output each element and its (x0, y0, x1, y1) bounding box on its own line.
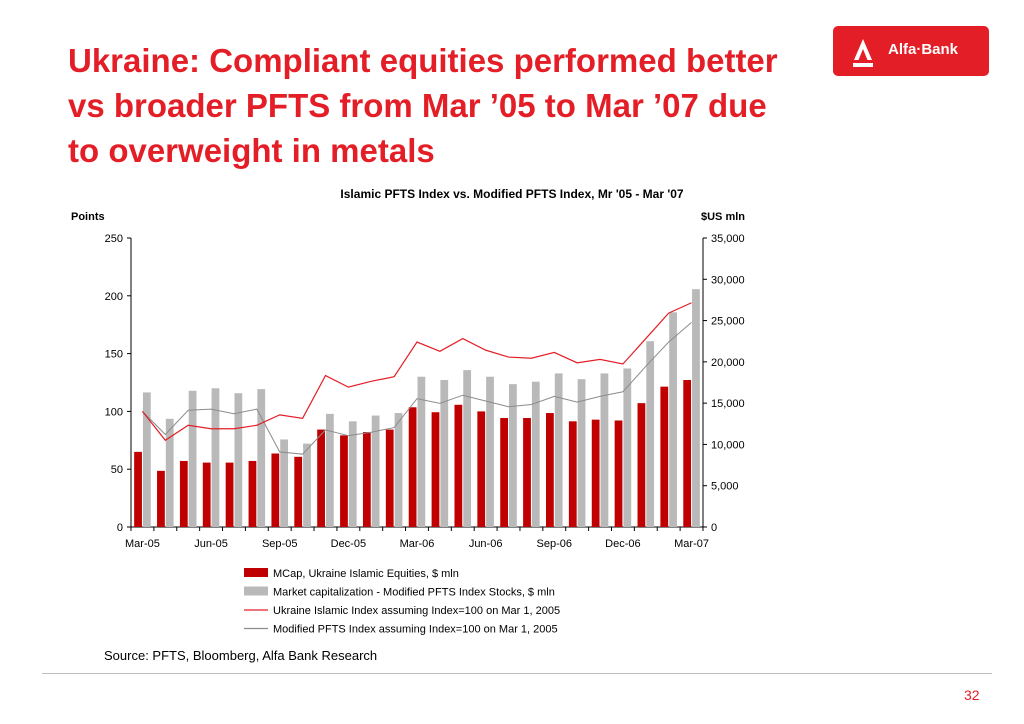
bar-mcap-modified-pfts (417, 376, 426, 527)
y-tick-label: 200 (105, 291, 123, 303)
y-tick-label: 150 (105, 349, 123, 361)
y2-axis-label: $US mln (701, 211, 745, 223)
bar-mcap-modified-pfts (577, 379, 586, 527)
x-tick-label: Dec-05 (331, 538, 366, 550)
bar-mcap-modified-pfts (669, 312, 677, 527)
bar-mcap-islamic (614, 420, 623, 527)
bar-mcap-islamic (271, 453, 280, 527)
x-tick-label: Sep-05 (262, 538, 297, 550)
legend-label: MCap, Ukraine Islamic Equities, $ mln (273, 568, 459, 580)
bars (134, 289, 700, 527)
bar-mcap-islamic (568, 421, 577, 527)
bar-mcap-islamic (317, 429, 325, 527)
alfa-bank-logo: Alfa·Bank (833, 26, 989, 76)
legend-swatch (244, 586, 268, 596)
x-tick-label: Mar-07 (674, 538, 709, 550)
bar-mcap-modified-pfts (623, 368, 632, 527)
alfa-a-icon (853, 39, 873, 67)
bar-mcap-islamic (500, 418, 509, 527)
bar-mcap-modified-pfts (509, 384, 517, 527)
slide-title: Ukraine: Compliant equities performed be… (68, 42, 778, 169)
x-tick-label: Jun-06 (469, 538, 503, 550)
bar-mcap-islamic (431, 412, 440, 527)
axes (127, 237, 707, 531)
y2-tick-label: 10,000 (711, 439, 745, 451)
y-tick-label: 0 (117, 522, 123, 534)
y2-tick-label: 5,000 (711, 481, 739, 493)
bar-mcap-modified-pfts (257, 389, 266, 527)
bar-mcap-islamic (202, 462, 211, 527)
bar-mcap-modified-pfts (348, 421, 357, 527)
x-tick-label: Mar-06 (400, 538, 435, 550)
y2-tick-label: 25,000 (711, 316, 745, 328)
x-tick-label: Dec-06 (605, 538, 640, 550)
x-tick-label: Mar-05 (125, 538, 160, 550)
bar-mcap-islamic (408, 407, 417, 527)
bar-mcap-modified-pfts (165, 418, 174, 527)
y-axis-label: Points (71, 211, 105, 223)
bar-mcap-islamic (523, 418, 531, 527)
legend-label: Modified PFTS Index assuming Index=100 o… (273, 624, 558, 636)
bar-mcap-modified-pfts (646, 341, 655, 527)
bar-mcap-modified-pfts (531, 381, 540, 527)
x-tick-label: Jun-05 (194, 538, 228, 550)
bar-mcap-islamic (340, 435, 348, 527)
bar-mcap-modified-pfts (394, 413, 403, 527)
chart-title: Islamic PFTS Index vs. Modified PFTS Ind… (340, 187, 684, 201)
bar-mcap-islamic (591, 419, 600, 527)
bar-mcap-islamic (157, 470, 165, 527)
legend-label: Market capitalization - Modified PFTS In… (273, 587, 555, 599)
bar-mcap-islamic (637, 403, 646, 527)
bar-mcap-modified-pfts (554, 373, 563, 527)
bar-mcap-islamic (385, 429, 394, 527)
bar-mcap-islamic (225, 462, 234, 527)
source-note: Source: PFTS, Bloomberg, Alfa Bank Resea… (104, 648, 378, 663)
bar-mcap-islamic (454, 404, 463, 527)
bar-mcap-modified-pfts (234, 393, 243, 527)
axis-labels: 0 50 100 150 200 250 0 5,000 10,000 15,000 20,000 2… (71, 211, 745, 550)
bar-mcap-islamic (660, 386, 669, 527)
bar-mcap-modified-pfts (142, 392, 151, 527)
bar-mcap-islamic (134, 451, 142, 527)
legend: MCap, Ukraine Islamic Equities, $ mln Mar… (244, 568, 560, 636)
y2-tick-label: 0 (711, 522, 717, 534)
line-ukraine-islamic-index (141, 302, 692, 442)
y2-tick-label: 30,000 (711, 274, 745, 286)
y2-tick-label: 15,000 (711, 398, 745, 410)
bar-mcap-islamic (179, 460, 188, 527)
bar-mcap-modified-pfts (303, 443, 311, 527)
series-lines (141, 302, 692, 455)
y2-tick-label: 35,000 (711, 233, 745, 245)
bar-mcap-modified-pfts (440, 380, 449, 527)
line-modified-pfts-index (142, 322, 692, 455)
x-tick-label: Sep-06 (537, 538, 572, 550)
bar-mcap-modified-pfts (325, 413, 334, 527)
y-tick-label: 50 (111, 464, 123, 476)
bar-mcap-islamic (546, 413, 554, 527)
bar-mcap-modified-pfts (280, 439, 288, 527)
y-tick-label: 100 (105, 406, 123, 418)
bar-mcap-islamic (362, 432, 371, 527)
bar-mcap-islamic (248, 460, 257, 527)
footer-divider (42, 673, 992, 674)
page-number: 32 (964, 687, 980, 703)
bar-mcap-modified-pfts (600, 373, 609, 527)
logo-text: Alfa·Bank (888, 41, 959, 58)
bar-mcap-modified-pfts (463, 370, 472, 527)
bar-mcap-modified-pfts (486, 376, 494, 527)
y-tick-label: 250 (105, 233, 123, 245)
bar-mcap-modified-pfts (211, 388, 220, 527)
bar-mcap-islamic (477, 411, 486, 527)
legend-label: Ukraine Islamic Index assuming Index=100… (273, 605, 560, 617)
bar-mcap-islamic (294, 456, 303, 527)
legend-swatch (244, 568, 268, 577)
bar-mcap-modified-pfts (371, 415, 380, 527)
y2-tick-label: 20,000 (711, 357, 745, 369)
bar-mcap-modified-pfts (692, 289, 700, 527)
bar-mcap-islamic (683, 380, 692, 527)
bar-mcap-modified-pfts (188, 390, 197, 527)
